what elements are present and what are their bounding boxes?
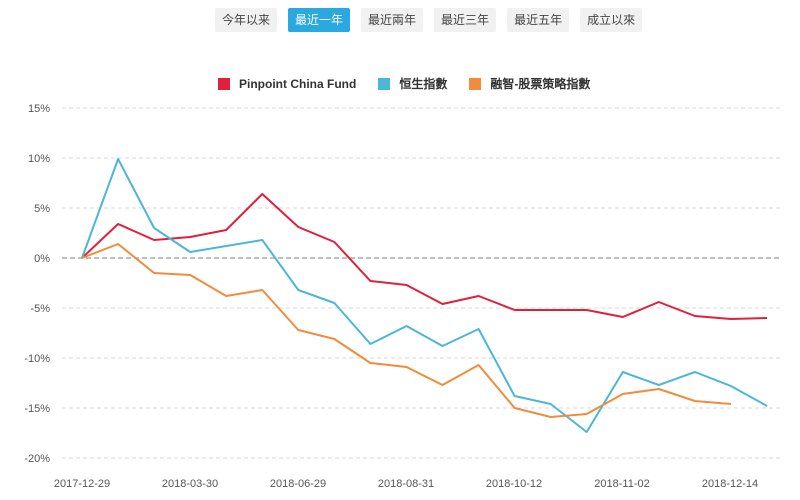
legend-swatch-blue (378, 77, 391, 90)
legend-swatch-red (218, 77, 230, 90)
x-tick-label: 2018-06-29 (270, 478, 326, 490)
x-tick-label: 2018-03-30 (162, 478, 218, 490)
y-tick-label: 15% (28, 103, 50, 115)
legend-item-pinpoint[interactable]: Pinpoint China Fund (218, 77, 356, 91)
legend-swatch-orange (469, 77, 482, 90)
x-tick-label: 2018-11-02 (594, 478, 649, 490)
series-line-1 (81, 158, 768, 433)
legend-item-hang-seng[interactable]: 恒生指數 (378, 75, 447, 92)
tab-since-inception[interactable]: 成立以來 (580, 8, 643, 32)
y-tick-label: -20% (24, 453, 50, 465)
tab-2-years[interactable]: 最近兩年 (361, 8, 424, 32)
y-tick-label: -15% (24, 403, 50, 415)
y-tick-label: 5% (34, 203, 50, 215)
legend-item-equity-strategy[interactable]: 融智-股票策略指數 (469, 75, 590, 92)
period-tabs: 今年以来 最近一年 最近兩年 最近三年 最近五年 成立以來 (215, 8, 643, 32)
legend-label: 融智-股票策略指數 (490, 77, 591, 91)
legend-label: 恒生指數 (399, 77, 448, 91)
legend-label: Pinpoint China Fund (239, 76, 357, 91)
y-tick-label: 10% (28, 153, 50, 165)
x-tick-label: 2018-10-12 (486, 478, 542, 490)
x-tick-label: 2018-08-31 (378, 478, 434, 490)
series-line-2 (81, 243, 731, 418)
series-line-0 (81, 193, 768, 320)
chart-legend: Pinpoint China Fund 恒生指數 融智-股票策略指數 (218, 75, 612, 92)
tab-5-years[interactable]: 最近五年 (507, 8, 570, 32)
y-tick-label: -5% (30, 303, 50, 315)
x-tick-label: 2017-12-29 (54, 478, 110, 490)
tab-ytd[interactable]: 今年以来 (215, 8, 278, 32)
y-tick-label: 0% (34, 253, 50, 265)
y-tick-label: -10% (24, 353, 50, 365)
tab-3-years[interactable]: 最近三年 (434, 8, 497, 32)
tab-1-year[interactable]: 最近一年 (288, 8, 351, 32)
x-tick-label: 2018-12-14 (702, 478, 758, 490)
